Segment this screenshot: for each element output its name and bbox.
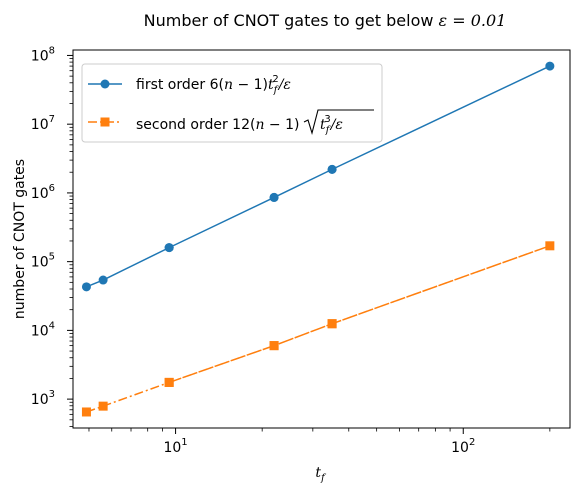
x-axis-label-sub: f [320,473,327,484]
x-axis-label: tf [315,465,327,484]
y-tick-label: 107 [31,114,55,133]
legend-box [81,63,383,143]
legend-marker-first-order [100,79,110,89]
plot-frame [72,49,571,429]
chart-title-math: ε = 0.01 [439,11,507,30]
y-tick-label: 103 [31,389,55,408]
legend-marker-second-order [100,117,110,127]
series-1-point [164,377,174,387]
y-tick-label: 104 [31,320,55,339]
y-tick-label: 106 [31,183,55,202]
x-axis-label-base: t [315,465,321,481]
legend-label-first-order: first order 6(n − 1)tf2/ε [136,74,291,96]
series-0-point [98,275,108,285]
series-1-point [269,341,279,351]
legend-sqrt-content: tf3/ε [320,114,343,136]
series-0-point [81,282,91,292]
series-0-point [164,243,174,253]
x-axis-ticks: 101 102 [88,428,551,456]
y-axis-label: number of CNOT gates [12,159,28,319]
chart-title: Number of CNOT gates to get below ε = 0.… [144,11,507,30]
series-line-1 [86,245,551,413]
series-1-point [81,407,91,417]
legend-label-second-order: second order 12(n − 1) [136,117,299,133]
series-0-point [545,61,555,71]
chart-legend: first order 6(n − 1)tf2/ε second order 1… [81,63,383,143]
series-0-point [327,164,337,174]
chart-title-text: Number of CNOT gates to get below [144,11,439,30]
series-layer [81,61,555,417]
y-axis-ticks: 103 104 105 106 107 108 [31,45,73,427]
x-tick-label: 101 [163,437,187,456]
series-1-point [545,241,555,251]
series-1-point [327,319,337,329]
series-0-point [269,192,279,202]
legend-sqrt-sign [303,109,374,136]
y-tick-label: 105 [31,252,55,271]
plot-area: 101 102 103 104 105 106 107 108 [31,45,571,456]
series-1-point [98,401,108,411]
x-tick-label: 102 [451,437,475,456]
y-tick-label: 108 [31,45,55,64]
